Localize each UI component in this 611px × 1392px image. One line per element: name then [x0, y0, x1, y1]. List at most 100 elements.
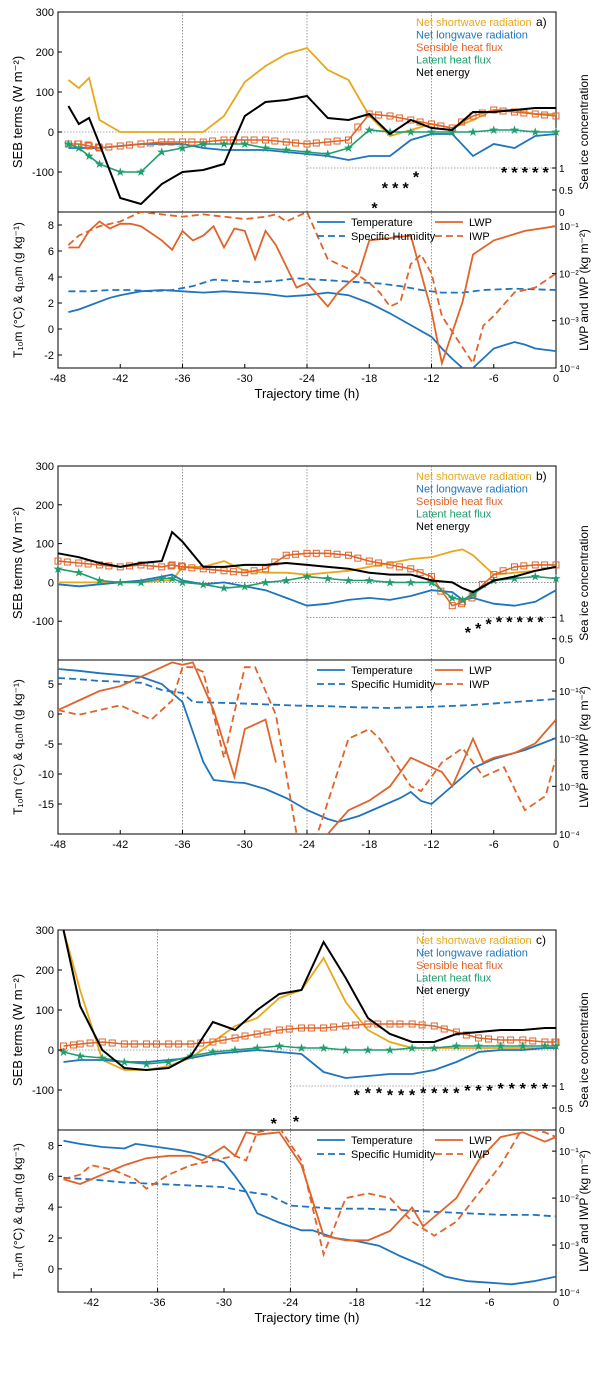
latent-marker: ★ — [156, 572, 167, 586]
net-series-line — [67, 94, 556, 206]
legend-label-humidity: Specific Humidity — [351, 1149, 436, 1161]
sensible-marker — [552, 112, 560, 120]
latent-marker: ★ — [517, 1039, 528, 1053]
latent-marker: ★ — [362, 1043, 373, 1057]
sensible-marker — [187, 1040, 195, 1048]
latent-marker: ★ — [115, 165, 126, 179]
ice-marker: * — [442, 1085, 449, 1102]
seb-legend-entry: Net longwave radiation — [416, 484, 528, 496]
net-series-line — [62, 929, 556, 1072]
met-ytick-label: 8 — [48, 1140, 54, 1152]
seb-legend-entry: Latent heat flux — [416, 509, 492, 521]
sensible-marker — [282, 551, 290, 559]
ice-marker: * — [354, 1088, 361, 1105]
ice-marker: * — [409, 1088, 416, 1105]
sensible-marker — [430, 1022, 438, 1030]
ice-marker: * — [542, 1081, 549, 1098]
sensible-marker — [416, 569, 424, 577]
sensible-marker — [418, 1021, 426, 1029]
water-path-tick-label: 10⁻⁴ — [559, 364, 580, 375]
sensible-marker — [462, 1031, 470, 1039]
ice-marker: * — [475, 1083, 482, 1100]
sensible-marker — [320, 1024, 328, 1032]
latent-marker: ★ — [115, 575, 126, 589]
latent-marker: ★ — [75, 1049, 86, 1063]
seb-legend-entry: Net longwave radiation — [416, 948, 528, 960]
seb-legend-entry: Latent heat flux — [416, 973, 492, 985]
water-path-tick-label: 10⁻² — [559, 269, 579, 280]
seb-legend-entry: Net longwave radiation — [416, 30, 528, 42]
xtick-label: 0 — [553, 839, 559, 851]
met-ylabel: T₁₀m (°C) & q₁₀m (g kg⁻¹) — [11, 679, 25, 815]
xtick-label: -42 — [112, 839, 128, 851]
ice-marker: * — [498, 1081, 505, 1098]
latent-marker: ★ — [551, 125, 562, 139]
xtick-label: -12 — [415, 1297, 431, 1309]
sensible-marker — [448, 602, 456, 610]
ice-marker: * — [431, 1085, 438, 1102]
xtick-label: 0 — [553, 1297, 559, 1309]
sensible-marker — [312, 139, 320, 147]
sensible-marker — [354, 554, 362, 562]
met-ylabel: T₁₀m (°C) & q₁₀m (g kg⁻¹) — [11, 222, 25, 358]
temperature-line — [58, 668, 556, 823]
ice-marker: * — [453, 1085, 460, 1102]
xtick-label: -18 — [361, 373, 377, 385]
latent-marker: ★ — [322, 147, 333, 161]
ice-marker: * — [527, 614, 534, 631]
sensible-marker — [511, 563, 518, 571]
panel-label: b) — [536, 469, 547, 483]
seb-legend-entry: Net shortwave radiation — [416, 17, 532, 29]
seb-ytick-label: 100 — [36, 1005, 54, 1017]
sensible-marker — [407, 565, 415, 573]
sensible-marker — [297, 1024, 305, 1032]
xtick-label: -30 — [237, 373, 253, 385]
sensible-marker — [188, 138, 196, 146]
sensible-marker — [541, 1038, 549, 1046]
sensible-marker — [116, 142, 124, 150]
seb-legend-entry: Latent heat flux — [416, 55, 492, 67]
ice-marker: * — [402, 181, 409, 198]
sensible-marker — [531, 110, 539, 118]
sensible-marker — [459, 598, 467, 606]
water-path-tick-label: 10⁻⁴ — [559, 1288, 580, 1299]
met-ytick-label: -5 — [44, 739, 54, 751]
water-path-ylabel: LWP and IWP (kg m⁻²) — [577, 229, 591, 351]
latent-marker: ★ — [429, 1041, 440, 1055]
ice-ylabel: Sea ice concentration — [577, 74, 591, 189]
legend-label-temperature: Temperature — [351, 217, 413, 229]
sensible-marker — [188, 564, 196, 572]
water-path-tick-label: 10⁻³ — [559, 782, 579, 793]
ice-marker: * — [475, 621, 482, 638]
sensible-marker — [484, 1035, 492, 1043]
ice-tick-label: 1 — [559, 613, 565, 624]
xtick-label: -24 — [299, 839, 315, 851]
seb-legend-entry: Net shortwave radiation — [416, 935, 532, 947]
sensible-marker — [262, 136, 269, 144]
latent-marker: ★ — [302, 570, 313, 584]
latent-marker: ★ — [167, 572, 178, 586]
sensible-marker — [531, 561, 539, 569]
sensible-marker — [175, 1040, 183, 1048]
sensible-marker — [168, 561, 176, 569]
latent-series-line — [57, 568, 557, 601]
latent-marker: ★ — [457, 593, 468, 607]
xtick-label: -24 — [282, 1297, 298, 1309]
seb-ytick-label: 100 — [36, 539, 54, 551]
ice-marker: * — [537, 614, 544, 631]
ice-ylabel: Sea ice concentration — [577, 992, 591, 1107]
met-ytick-label: 2 — [48, 1233, 54, 1245]
latent-marker: ★ — [318, 1041, 329, 1055]
seb-ytick-label: 300 — [36, 461, 54, 473]
ice-tick-label: 1 — [559, 1082, 565, 1093]
ice-tick-label: 0 — [559, 1126, 565, 1137]
net-series-line — [57, 530, 557, 594]
ice-marker: * — [464, 1083, 471, 1100]
latent-marker: ★ — [141, 1057, 152, 1071]
sensible-marker — [342, 1022, 350, 1030]
latent-marker: ★ — [177, 141, 188, 155]
latent-marker: ★ — [488, 123, 499, 137]
latent-marker: ★ — [426, 125, 437, 139]
